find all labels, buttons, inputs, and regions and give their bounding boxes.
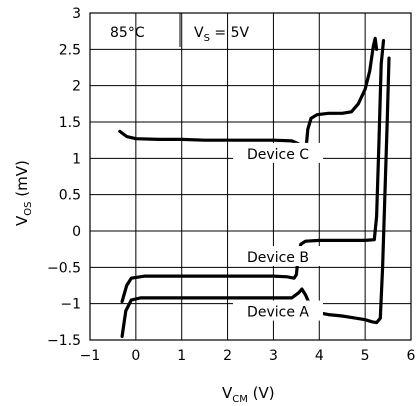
supply-annotation: VS = 5V xyxy=(194,25,249,44)
x-tick-label: 0 xyxy=(131,348,140,364)
y-axis-label-unit: (mV) xyxy=(13,160,31,201)
series-label-device-a: Device A xyxy=(247,305,309,321)
y-tick-label: 1 xyxy=(72,151,81,167)
x-tick-label: 1 xyxy=(177,348,186,364)
y-tick-label: −1.5 xyxy=(47,333,81,349)
y-tick-label: 3 xyxy=(72,6,81,22)
y-tick-label: 2 xyxy=(72,79,81,95)
y-axis-label-sub: OS xyxy=(23,202,34,216)
x-axis-label: VCM (V) xyxy=(222,384,275,405)
y-axis-label: VOS (mV) xyxy=(13,160,34,226)
supply-annotation-main: V xyxy=(194,25,204,41)
x-tick-label: 6 xyxy=(407,348,416,364)
series-labels: Device C Device B Device A xyxy=(233,142,324,321)
supply-annotation-sub: S xyxy=(204,33,210,44)
series-label-bg xyxy=(233,300,324,321)
x-tick-label: 3 xyxy=(269,348,278,364)
plot-frame xyxy=(89,12,412,341)
y-tick-label: 0.5 xyxy=(59,188,81,204)
x-tick-label: −1 xyxy=(80,348,101,364)
tick-labels: −1 0 1 2 3 4 5 6−1.5−1−0.500.511.522.53 xyxy=(47,6,416,364)
y-tick-label: 2.5 xyxy=(59,42,81,58)
series-label-bg xyxy=(233,142,324,163)
x-tick-label: 5 xyxy=(361,348,370,364)
x-axis-label-main: V xyxy=(222,384,233,402)
x-axis-label-unit: (V) xyxy=(248,384,275,402)
y-axis-label-main: V xyxy=(13,215,31,226)
series-label-bg xyxy=(233,246,324,267)
x-tick-label: 4 xyxy=(315,348,324,364)
x-axis-label-sub: CM xyxy=(232,394,248,405)
temperature-annotation: 85°C xyxy=(110,25,145,41)
supply-annotation-value: = 5V xyxy=(210,25,250,41)
y-tick-label: −1 xyxy=(60,297,81,313)
y-tick-label: 0 xyxy=(72,224,81,240)
series-label-device-c: Device C xyxy=(247,147,309,163)
x-tick-label: 2 xyxy=(223,348,232,364)
series-label-device-b: Device B xyxy=(247,250,309,266)
y-tick-label: −0.5 xyxy=(47,260,81,276)
y-tick-label: 1.5 xyxy=(59,115,81,131)
